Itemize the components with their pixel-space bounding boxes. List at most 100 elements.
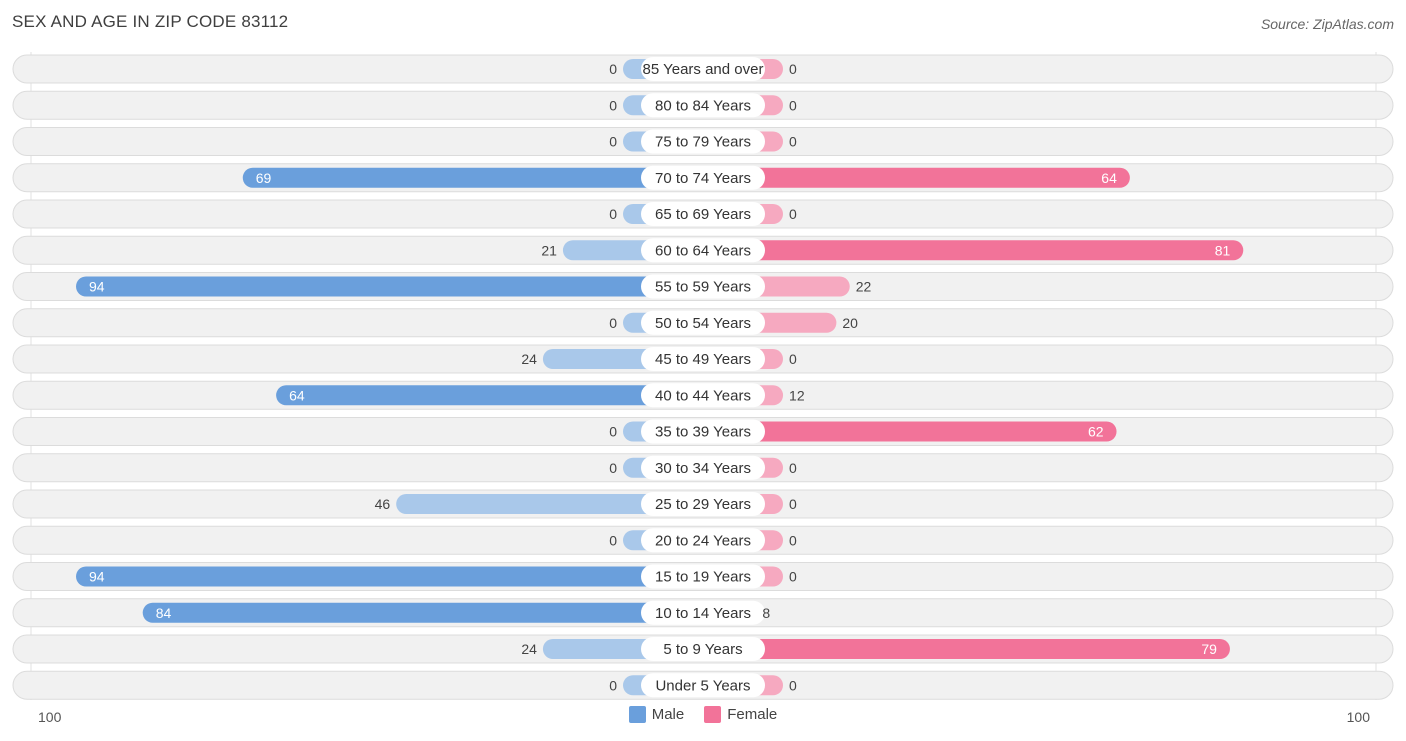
row-10: 35 to 39 Years 0 62 xyxy=(12,417,1394,446)
female-value-label: 12 xyxy=(789,387,805,403)
male-value-label: 46 xyxy=(375,496,391,512)
row-14: 15 to 19 Years 94 0 xyxy=(12,562,1394,591)
legend-swatch-male xyxy=(628,706,646,723)
row-1: 80 to 84 Years 0 0 xyxy=(12,90,1394,120)
category-label-bg xyxy=(641,528,765,553)
female-value-label: 0 xyxy=(789,460,797,476)
category-label: Under 5 Years xyxy=(655,677,750,694)
male-value-label: 24 xyxy=(521,641,537,657)
male-value-label: 0 xyxy=(609,677,617,693)
male-value-label: 0 xyxy=(609,315,617,331)
category-label: 50 to 54 Years xyxy=(655,315,751,332)
female-value-label: 0 xyxy=(789,61,797,77)
female-bar xyxy=(703,167,1130,188)
male-bar xyxy=(276,385,703,406)
category-label-bg xyxy=(641,455,765,480)
axis-left-label: 100 xyxy=(38,709,62,725)
row-3: 70 to 74 Years 69 64 xyxy=(12,163,1394,193)
female-value-label: 22 xyxy=(856,279,872,295)
category-label: 30 to 34 Years xyxy=(655,460,751,477)
female-value-label: 0 xyxy=(789,569,797,585)
row-5: 60 to 64 Years 21 81 xyxy=(12,235,1394,265)
category-label: 65 to 69 Years xyxy=(655,206,751,223)
male-value-label: 0 xyxy=(609,460,617,476)
female-bar xyxy=(703,240,1244,261)
row-0: 85 Years and over 0 0 xyxy=(12,54,1394,84)
category-label-bg xyxy=(641,383,765,408)
male-bar xyxy=(396,494,703,514)
female-bar xyxy=(703,639,1230,659)
category-label-bg xyxy=(641,274,765,299)
category-label: 10 to 14 Years xyxy=(655,605,751,622)
male-bar xyxy=(76,276,703,297)
category-label-bg xyxy=(641,57,765,81)
male-value-label: 0 xyxy=(609,134,617,150)
category-label-bg xyxy=(641,419,765,444)
male-value-label: 94 xyxy=(89,279,105,295)
male-value-label: 0 xyxy=(609,206,617,222)
row-17: Under 5 Years 0 0 xyxy=(12,670,1394,700)
row-15: 10 to 14 Years 84 8 xyxy=(12,598,1394,628)
source-credit: Source: ZipAtlas.com xyxy=(1260,16,1394,32)
category-label-bg xyxy=(641,202,765,226)
chart-title: SEX AND AGE IN ZIP CODE 83112 xyxy=(12,12,289,31)
row-4: 65 to 69 Years 0 0 xyxy=(12,199,1394,229)
category-label: 55 to 59 Years xyxy=(655,279,751,296)
male-value-label: 94 xyxy=(89,569,105,585)
row-8: 45 to 49 Years 24 0 xyxy=(12,344,1394,374)
female-value-label: 0 xyxy=(789,351,797,367)
male-value-label: 24 xyxy=(521,351,537,367)
category-label: 60 to 64 Years xyxy=(655,242,751,259)
female-value-label: 0 xyxy=(789,97,797,113)
male-bar xyxy=(142,602,704,623)
male-value-label: 0 xyxy=(609,424,617,440)
female-value-label: 0 xyxy=(789,532,797,548)
legend-label-female: Female xyxy=(727,706,778,723)
row-9: 40 to 44 Years 64 12 xyxy=(12,380,1394,410)
category-label: 80 to 84 Years xyxy=(655,97,751,114)
row-11: 30 to 34 Years 0 0 xyxy=(12,453,1394,483)
male-value-label: 69 xyxy=(256,170,272,186)
female-value-label: 64 xyxy=(1101,170,1117,186)
female-value-label: 0 xyxy=(789,677,797,693)
row-2: 75 to 79 Years 0 0 xyxy=(12,127,1394,156)
legend-label-male: Male xyxy=(651,706,685,723)
row-7: 50 to 54 Years 0 20 xyxy=(12,308,1394,338)
legend-item-male: Male xyxy=(628,706,685,723)
population-pyramid-chart: 85 Years and over 0 0 80 to 84 Years 0 0 75 to… xyxy=(12,52,1394,700)
male-bar xyxy=(76,566,703,587)
category-label: 75 to 79 Years xyxy=(655,134,751,151)
male-value-label: 84 xyxy=(156,605,172,621)
female-value-label: 79 xyxy=(1201,641,1217,657)
category-label: 35 to 39 Years xyxy=(655,424,751,441)
axis-right-label: 100 xyxy=(1346,709,1370,725)
category-label: 25 to 29 Years xyxy=(655,496,751,513)
category-label-bg xyxy=(641,165,765,190)
male-value-label: 0 xyxy=(609,61,617,77)
category-label: 45 to 49 Years xyxy=(655,351,751,368)
category-label: 5 to 9 Years xyxy=(663,641,742,658)
category-label-bg xyxy=(641,600,765,625)
category-label-bg xyxy=(641,564,765,589)
female-value-label: 81 xyxy=(1215,242,1231,258)
male-value-label: 0 xyxy=(609,97,617,113)
category-label: 85 Years and over xyxy=(643,61,764,78)
category-label-bg xyxy=(641,673,765,698)
female-value-label: 62 xyxy=(1088,424,1104,440)
female-value-label: 8 xyxy=(762,605,770,621)
male-bar xyxy=(242,167,703,188)
category-label-bg xyxy=(641,310,765,335)
male-value-label: 21 xyxy=(541,242,557,258)
row-6: 55 to 59 Years 94 22 xyxy=(12,272,1394,301)
category-label: 70 to 74 Years xyxy=(655,170,751,187)
row-12: 25 to 29 Years 46 0 xyxy=(12,489,1394,519)
legend-item-female: Female xyxy=(704,706,777,723)
male-value-label: 64 xyxy=(289,387,305,403)
category-label-bg xyxy=(641,93,765,118)
row-16: 5 to 9 Years 24 79 xyxy=(12,634,1394,664)
category-label-bg xyxy=(641,492,765,516)
female-value-label: 20 xyxy=(842,315,858,331)
category-label-bg xyxy=(641,238,765,263)
category-label-bg xyxy=(641,129,765,154)
category-label: 15 to 19 Years xyxy=(655,569,751,586)
